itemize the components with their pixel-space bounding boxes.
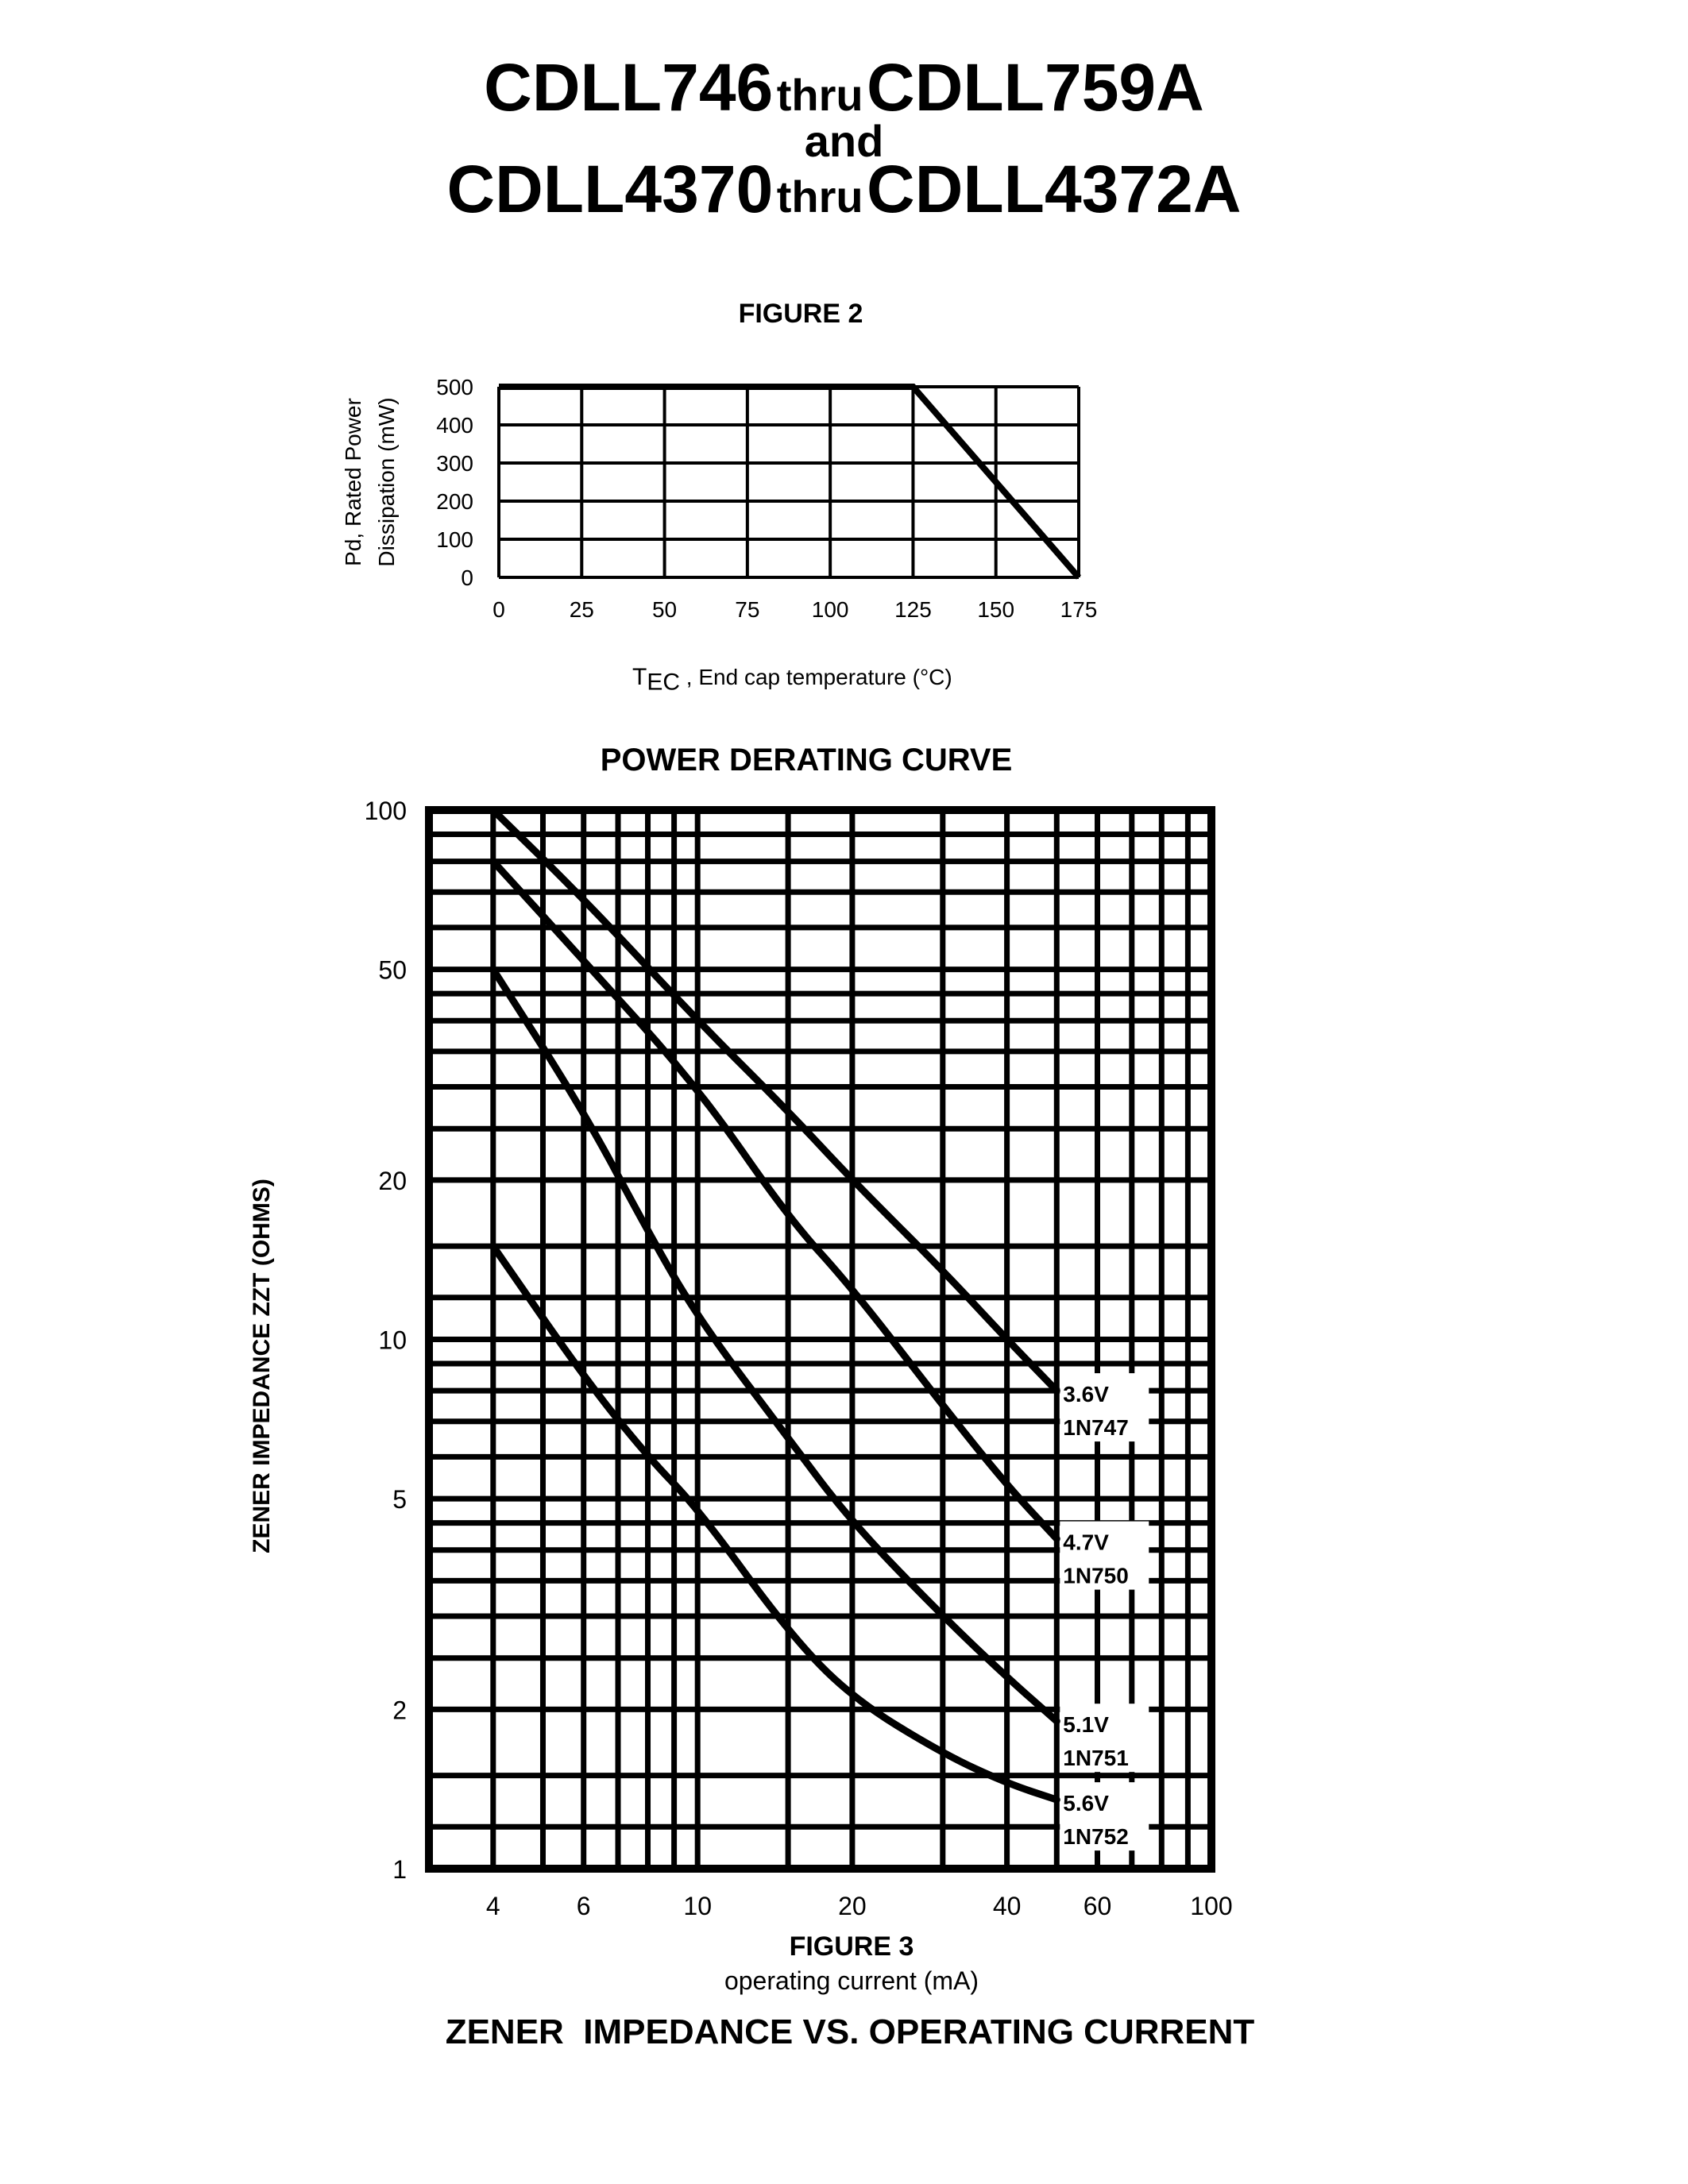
- x-tick-label: 100: [812, 597, 849, 622]
- header-line-3: CDLL4370 thru CDLL4372A: [0, 151, 1688, 228]
- figure-3-xlabel: operating current (mA): [724, 1966, 979, 1995]
- x-tick-label: 10: [683, 1892, 712, 1920]
- xlabel-t: T: [632, 664, 647, 690]
- y-tick-label: 0: [461, 565, 473, 590]
- x-tick-label: 20: [838, 1892, 867, 1920]
- y-tick-label: 200: [436, 489, 473, 514]
- figure-3-caption: ZENER IMPEDANCE VS. OPERATING CURRENT: [445, 2012, 1255, 2051]
- x-tick-label: 50: [652, 597, 677, 622]
- x-tick-label: 4: [486, 1892, 500, 1920]
- x-tick-label: 0: [492, 597, 505, 622]
- impedance-curve: [489, 806, 1060, 1395]
- curve-voltage-label: 5.1V: [1063, 1712, 1109, 1737]
- header-line-1: CDLL746 thru CDLL759A: [0, 49, 1688, 126]
- curve-voltage-label: 4.7V: [1063, 1530, 1109, 1555]
- label-background: [1060, 1521, 1149, 1590]
- y-tick-label: 300: [436, 451, 473, 476]
- y-tick-label: 400: [436, 413, 473, 438]
- x-tick-label: 60: [1083, 1892, 1112, 1920]
- plot-frame: [425, 806, 1215, 1873]
- xlabel-subscript: EC: [647, 669, 681, 696]
- thru-word-2: thru: [776, 172, 863, 222]
- part-range-start-1: CDLL746: [484, 50, 774, 125]
- curve-part-label: 1N751: [1063, 1746, 1129, 1770]
- curve-part-label: 1N747: [1063, 1415, 1129, 1440]
- y-tick-label: 1: [392, 1855, 407, 1884]
- part-range-end-1: CDLL759A: [867, 50, 1204, 125]
- x-tick-label: 175: [1060, 597, 1098, 622]
- x-tick-label: 40: [993, 1892, 1022, 1920]
- x-tick-label: 25: [570, 597, 594, 622]
- x-tick-label: 100: [1190, 1892, 1232, 1920]
- impedance-curve: [489, 966, 1060, 1725]
- label-background: [1060, 1373, 1149, 1442]
- part-range-end-2: CDLL4372A: [867, 152, 1242, 226]
- part-range-start-2: CDLL4370: [446, 152, 774, 226]
- figure-2-ylabel-line2: Dissipation (mW): [374, 397, 399, 567]
- impedance-curve: [489, 858, 1060, 1543]
- y-tick-label: 20: [378, 1167, 407, 1195]
- figure-2-xlabel: TEC , End cap temperature (°C): [632, 664, 952, 696]
- x-tick-label: 125: [894, 597, 932, 622]
- y-tick-label: 10: [378, 1326, 407, 1355]
- power-derating-chart: 0 25 50 75 100 125 150 175 0 100 200 300 400 500: [436, 375, 1098, 622]
- thru-word-1: thru: [776, 70, 863, 120]
- label-background: [1060, 1704, 1149, 1773]
- figure-3-label: FIGURE 3: [789, 1931, 914, 1962]
- curve-part-label: 1N752: [1063, 1824, 1129, 1849]
- y-tick-label: 5: [392, 1485, 407, 1514]
- curve-voltage-label: 3.6V: [1063, 1382, 1109, 1406]
- curve-part-label: 1N750: [1063, 1564, 1129, 1588]
- y-tick-label: 50: [378, 956, 407, 985]
- label-background: [1060, 1782, 1149, 1851]
- x-tick-label: 6: [577, 1892, 591, 1920]
- figure-2-caption: POWER DERATING CURVE: [600, 743, 1013, 778]
- x-tick-label: 75: [735, 597, 759, 622]
- y-tick-label: 100: [436, 527, 473, 552]
- figure-3-ylabel-text: ZENER IMPEDANCE ZZT (OHMS): [249, 1179, 275, 1553]
- xlabel-text: , End cap temperature (°C): [680, 665, 952, 689]
- derating-line: [499, 384, 1082, 580]
- curve-voltage-label: 5.6V: [1063, 1791, 1109, 1815]
- zener-impedance-chart: 3.6V 1N747 4.7V 1N750 5.1V 1N751 5.6V 1N752 4 6 10…: [365, 797, 1233, 1920]
- header-and: and: [804, 116, 884, 166]
- y-tick-label: 500: [436, 375, 473, 399]
- y-tick-label: 2: [392, 1696, 407, 1724]
- x-tick-label: 150: [977, 597, 1014, 622]
- y-tick-label: 100: [365, 797, 407, 825]
- impedance-curve: [489, 1242, 1060, 1804]
- figure-2-label: FIGURE 2: [738, 299, 863, 329]
- figure-2-ylabel-line1: Pd, Rated Power: [341, 398, 365, 566]
